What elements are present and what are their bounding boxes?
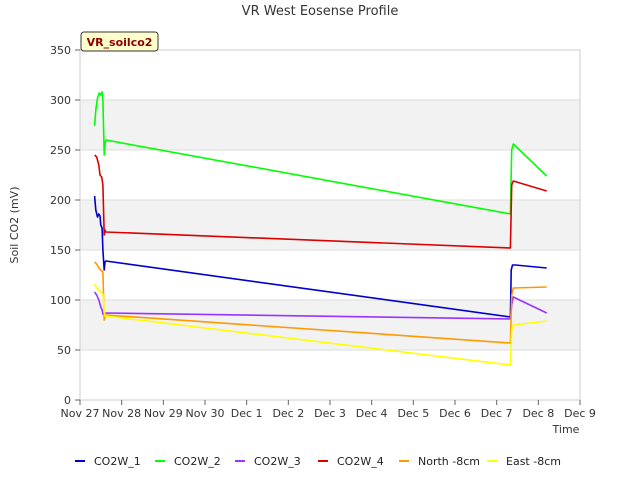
x-tick-label: Dec 8	[522, 407, 554, 420]
x-axis-ticks: Nov 27 Nov 28 Nov 29 Nov 30 Dec 1 Dec 2 Dec 3 D…	[61, 400, 596, 420]
legend-label-co2w-1: CO2W_1	[94, 455, 141, 468]
x-tick-label: Dec 1	[231, 407, 263, 420]
y-axis-ticks: 0 50 100 150 200 250 300 350	[50, 44, 80, 407]
x-tick-label: Nov 28	[102, 407, 141, 420]
chart-tag-box	[80, 31, 159, 52]
y-tick-label: 0	[64, 394, 71, 407]
plot-band	[80, 200, 580, 250]
legend-label-co2w-3: CO2W_3	[254, 455, 301, 468]
series-line-north-8cm	[94, 261, 547, 344]
y-tick-label: 300	[50, 94, 71, 107]
y-axis-label: Soil CO2 (mV)	[8, 187, 21, 264]
legend-label-co2w-4: CO2W_4	[337, 455, 384, 468]
y-tick-label: 100	[50, 294, 71, 307]
y-tick-label: 250	[50, 144, 71, 157]
x-tick-label: Nov 30	[186, 407, 225, 420]
x-tick-label: Dec 4	[356, 407, 388, 420]
legend: CO2W_1 CO2W_2 CO2W_3 CO2W_4 North -8cm East -…	[75, 455, 561, 468]
x-tick-label: Dec 3	[314, 407, 346, 420]
legend-label-north-8cm: North -8cm	[418, 455, 480, 468]
x-axis-label: Time	[552, 423, 580, 436]
x-tick-label: Dec 5	[397, 407, 429, 420]
x-tick-label: Nov 29	[144, 407, 183, 420]
x-tick-label: Dec 6	[439, 407, 471, 420]
y-tick-label: 200	[50, 194, 71, 207]
series-line-co2w-1	[93, 195, 547, 318]
chart-tag-label: VR_soilco2	[87, 36, 153, 49]
series-line-co2w-2	[93, 91, 548, 215]
plot-band	[80, 100, 580, 150]
x-tick-label: Nov 27	[61, 407, 100, 420]
chart-tag: VR_soilco2	[80, 31, 159, 52]
x-tick-label: Dec 2	[272, 407, 304, 420]
y-tick-label: 350	[50, 44, 71, 57]
legend-label-east-8cm: East -8cm	[506, 455, 561, 468]
y-tick-label: 50	[57, 344, 71, 357]
x-tick-label: Dec 9	[564, 407, 596, 420]
chart-title: VR West Eosense Profile	[242, 4, 399, 19]
series-lines	[93, 91, 548, 366]
y-tick-label: 150	[50, 244, 71, 257]
plot-background-bands	[80, 100, 580, 350]
legend-label-co2w-2: CO2W_2	[174, 455, 221, 468]
series-line-co2w-4	[94, 154, 547, 249]
x-tick-label: Dec 7	[481, 407, 513, 420]
series-line-east-8cm	[93, 283, 547, 366]
